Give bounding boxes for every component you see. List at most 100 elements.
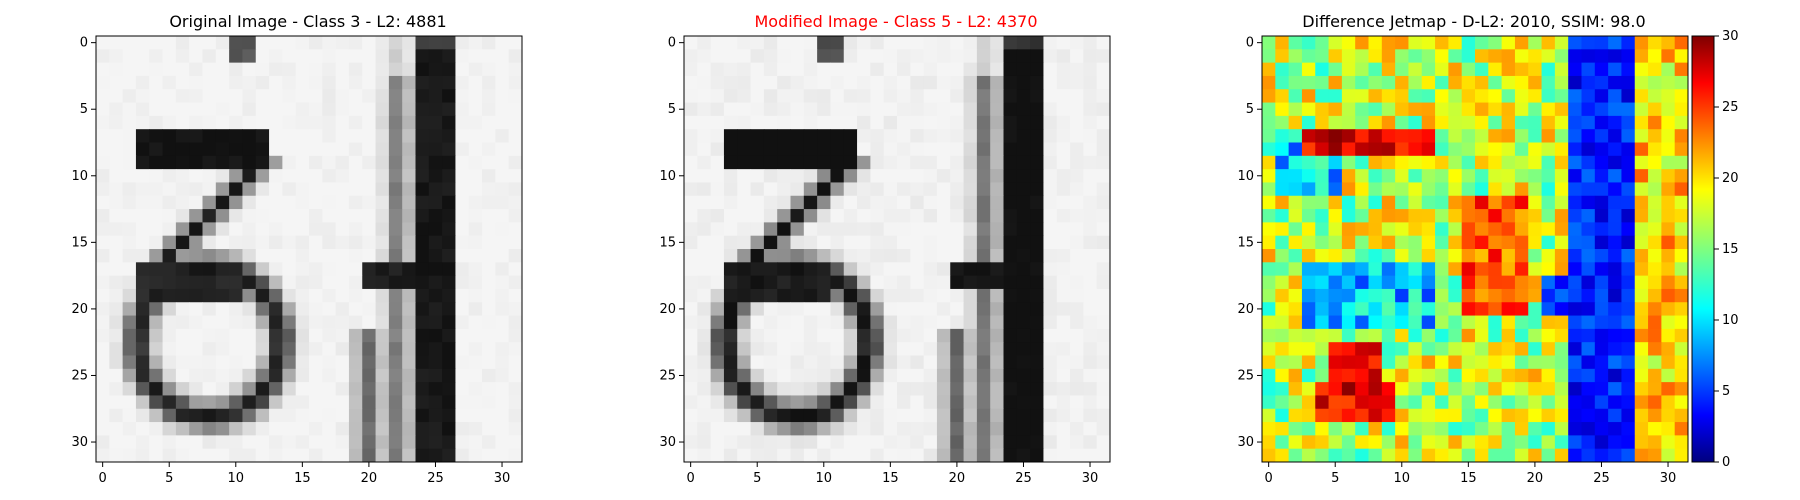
cell [322,302,337,317]
cell [684,249,698,263]
cell [455,315,470,330]
cell [1648,102,1662,117]
cell [442,62,456,77]
cell [723,342,738,356]
cell [777,209,791,223]
cell [309,142,323,157]
cell [135,195,150,210]
cell [910,209,925,223]
cell [1608,422,1622,436]
cell [950,222,965,237]
cell [710,62,725,77]
cell [1016,115,1031,130]
cell [255,62,270,77]
cell [936,62,951,77]
cell [870,355,885,370]
cell [162,195,177,210]
cell [1301,288,1316,303]
cell [1288,408,1303,423]
cell [1448,315,1463,330]
cell [936,342,951,356]
cell [870,222,885,237]
cell [1043,382,1058,396]
cell [388,75,403,90]
cell [936,75,951,90]
cell [963,408,978,423]
cell [963,315,978,330]
cell [830,235,845,250]
y-tick-label: 30 [659,435,676,450]
cell [1016,155,1031,170]
cell [1328,75,1343,90]
cell [1315,302,1330,317]
cell [402,288,416,303]
cell [362,395,377,410]
cell [1301,249,1316,263]
cell [1461,49,1476,64]
cell [1568,235,1582,250]
cell [1096,169,1111,183]
cell [1581,342,1596,356]
cell [229,395,243,410]
cell [149,355,164,370]
cell [1634,288,1649,303]
cell [1395,342,1409,356]
cell [202,209,217,223]
cell [1355,102,1369,117]
cell [1461,75,1476,90]
y-tick-label: 5 [668,102,676,117]
cell [870,142,885,157]
cell [1328,382,1343,396]
cell [415,62,430,77]
cell [508,222,523,237]
cell [388,355,403,370]
cell [1435,355,1449,370]
cell [1368,275,1383,290]
cell [495,155,510,170]
cell [990,36,1004,50]
cell [1448,209,1463,223]
cell [1275,355,1290,370]
cell [1488,275,1503,290]
cell [1448,89,1463,104]
cell [402,169,416,183]
cell [936,382,951,396]
cell [1355,129,1369,143]
cell [684,395,698,410]
cell [1328,115,1343,130]
cell [282,129,297,143]
cell [189,355,203,370]
cell [1096,249,1111,263]
cell [255,328,270,343]
cell [1461,302,1476,317]
cell [375,382,390,396]
cell [1608,342,1622,356]
cell [1083,169,1098,183]
cell [883,275,898,290]
cell [1381,222,1396,237]
cell [1608,195,1622,210]
cell [1528,422,1543,436]
cell [830,262,845,277]
cell [1381,49,1396,64]
cell [415,368,430,383]
cell [1096,102,1111,117]
cell [135,62,150,77]
cell [388,382,403,396]
cell [1301,408,1316,423]
cell [508,315,523,330]
cell [936,435,951,450]
cell [1661,288,1676,303]
cell [870,342,885,356]
cell [455,222,470,237]
cell [1275,328,1290,343]
cell [109,235,124,250]
cell [1315,36,1330,50]
cell [1275,448,1290,463]
cell [1554,129,1569,143]
cell [843,115,858,130]
cell [189,422,203,436]
cell [897,235,911,250]
cell [375,315,390,330]
